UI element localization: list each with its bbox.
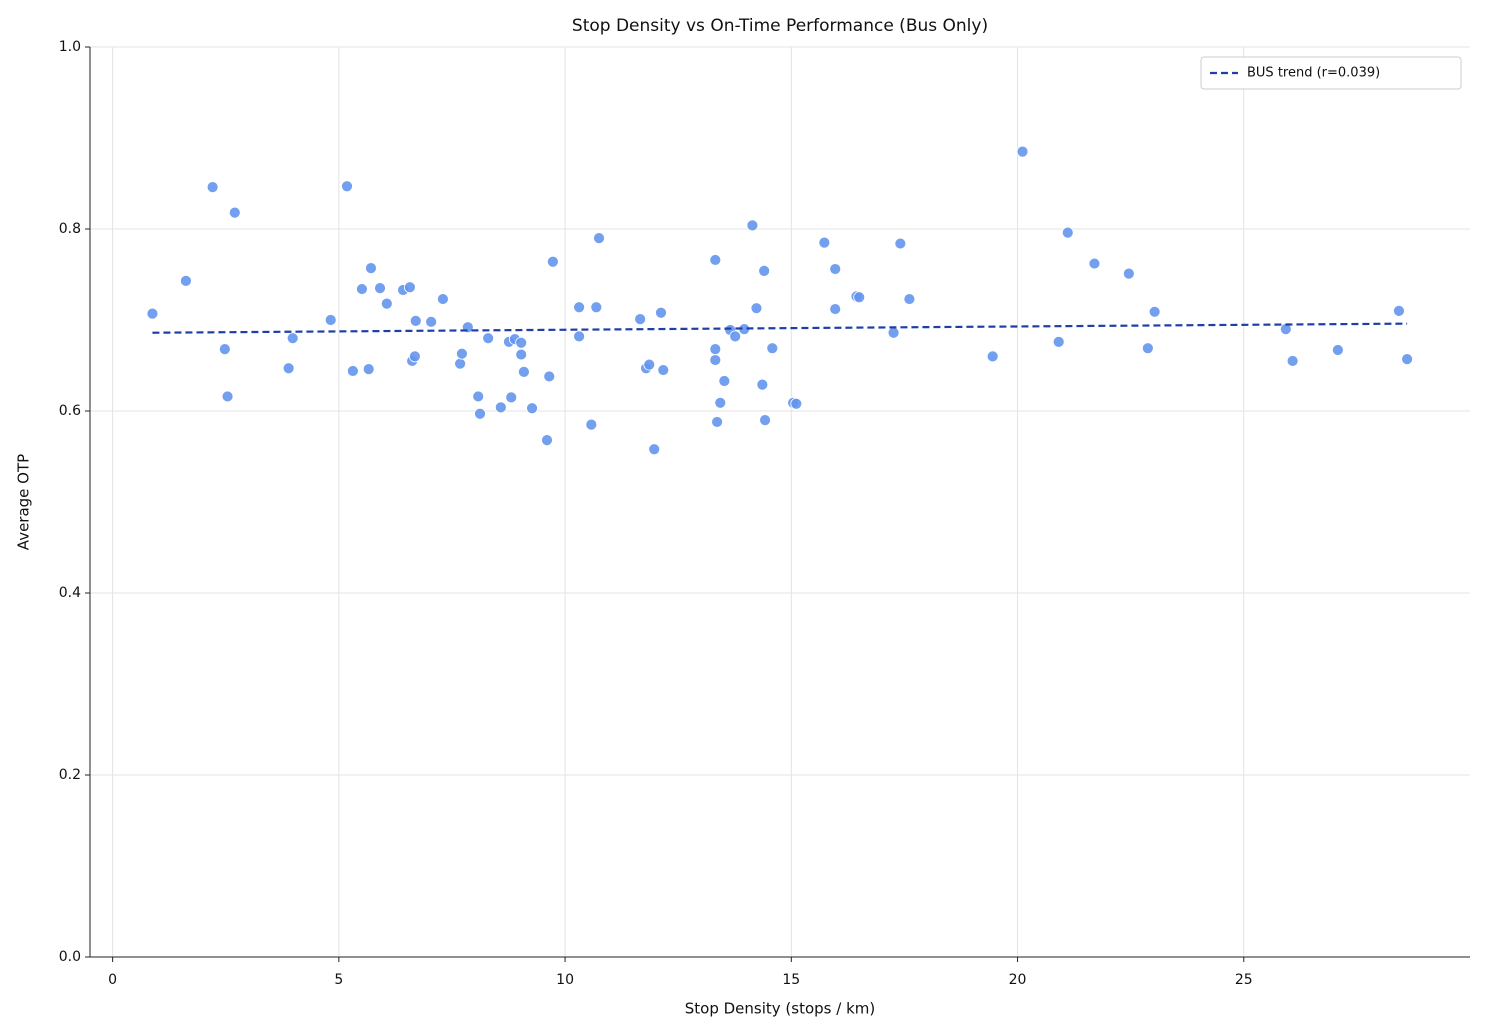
point [1331, 344, 1344, 356]
point [585, 418, 598, 431]
point [1122, 267, 1135, 280]
y-tick-label: 0.2 [59, 767, 81, 783]
point [1052, 335, 1065, 348]
point [729, 330, 742, 343]
point [573, 301, 586, 314]
point [374, 282, 386, 295]
point [425, 315, 438, 328]
point [541, 434, 553, 447]
point [714, 396, 727, 409]
point [1286, 355, 1299, 367]
point [409, 315, 422, 327]
point [403, 281, 416, 294]
point [746, 219, 759, 232]
point [494, 401, 507, 414]
point [718, 375, 731, 387]
point [408, 350, 421, 363]
point [750, 302, 763, 315]
point [766, 342, 779, 355]
x-tick-label: 5 [334, 972, 343, 988]
point [437, 293, 449, 305]
point [573, 330, 586, 343]
point [515, 348, 528, 361]
point [543, 370, 556, 383]
point [472, 390, 485, 403]
point [362, 363, 375, 376]
point [380, 297, 393, 310]
point [709, 354, 722, 366]
x-tick-label: 10 [556, 972, 574, 988]
point [657, 364, 670, 376]
point [756, 378, 769, 391]
point [648, 443, 661, 456]
point [853, 291, 866, 304]
y-tick-label: 1.0 [59, 39, 81, 55]
point [790, 397, 803, 410]
x-tick-label: 25 [1235, 972, 1253, 988]
point [482, 332, 495, 345]
x-tick-label: 15 [782, 972, 800, 988]
y-axis-label: Average OTP [15, 454, 33, 550]
point [341, 180, 353, 193]
point [356, 283, 368, 295]
legend-box [1200, 56, 1462, 90]
y-tick-label: 0.4 [59, 585, 81, 601]
point [346, 365, 359, 377]
point [1401, 353, 1414, 366]
point [218, 343, 231, 356]
x-axis-label: Stop Density (stops / km) [685, 1000, 875, 1018]
point [1088, 257, 1101, 270]
point [986, 350, 999, 363]
point [1148, 305, 1161, 318]
y-tick-label: 0.0 [59, 949, 81, 965]
point [829, 303, 842, 315]
point [709, 254, 722, 266]
chart-title: Stop Density vs On-Time Performance (Bus… [572, 16, 988, 36]
point [1393, 304, 1405, 317]
point [887, 326, 900, 339]
point [180, 274, 192, 287]
point [711, 416, 724, 428]
point [474, 407, 486, 420]
point [593, 232, 605, 245]
point [505, 391, 518, 404]
point [206, 181, 219, 194]
legend-label: BUS trend (r=0.039) [1247, 66, 1380, 81]
point [590, 301, 603, 314]
point [643, 358, 656, 371]
point [456, 347, 468, 360]
point [818, 236, 831, 249]
point [518, 365, 530, 378]
point [634, 313, 647, 325]
point [146, 307, 159, 320]
trend-line [152, 322, 1408, 334]
point [515, 336, 528, 349]
point [829, 263, 842, 275]
point [526, 402, 538, 415]
y-tick-label: 0.8 [59, 221, 81, 237]
point [286, 332, 299, 345]
point [655, 306, 667, 319]
point [282, 362, 295, 375]
x-tick-label: 0 [108, 972, 117, 988]
point [894, 237, 907, 250]
point [228, 206, 241, 219]
point [546, 255, 559, 268]
point [758, 264, 771, 277]
point [709, 343, 722, 356]
point [454, 357, 467, 370]
point [903, 293, 916, 305]
point [365, 262, 377, 275]
x-tick-label: 20 [1009, 972, 1027, 988]
point [1016, 145, 1029, 158]
point [221, 390, 234, 403]
point [759, 414, 771, 427]
y-tick-label: 0.6 [59, 403, 81, 419]
point [1141, 342, 1154, 355]
point [1061, 226, 1074, 239]
point [324, 314, 337, 326]
